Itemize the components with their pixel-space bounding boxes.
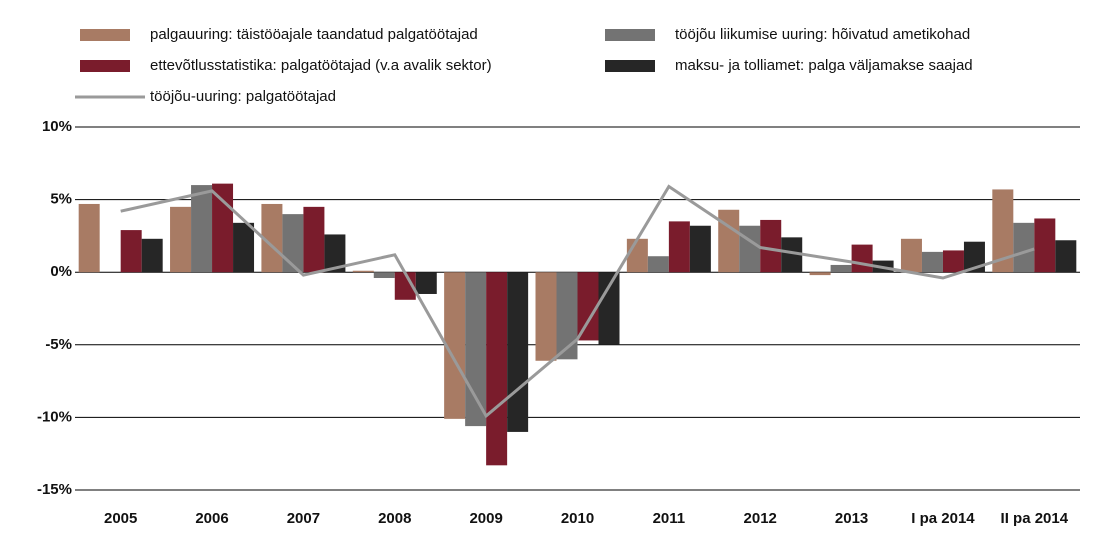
bar [992,189,1014,273]
bar [352,270,374,273]
bar [921,251,943,273]
y-tick-label: -10% [37,408,72,425]
bar [851,244,873,273]
bar [486,272,508,466]
x-tick-label: 2009 [469,510,502,527]
bar [830,264,852,273]
bar [626,238,648,273]
legend-label: ettevõtlusstatistika: palgatöötajad (v.a… [150,57,492,74]
x-tick-label: II pa 2014 [1001,510,1069,527]
bar [689,225,711,273]
bar [809,272,831,276]
bar [261,203,283,273]
legend-swatch [80,29,130,41]
bar [963,241,985,273]
x-tick-label: 2012 [744,510,777,527]
bar [191,185,213,273]
bar [1013,222,1035,273]
bar [324,234,346,273]
bar [465,272,487,427]
bar [900,238,922,273]
x-tick-label: 2010 [561,510,594,527]
bar [718,209,740,273]
bar [78,203,100,273]
bar [781,237,803,273]
bar [120,230,142,273]
x-tick-label: 2008 [378,510,411,527]
bar [739,225,761,273]
bar [212,183,234,273]
bar [170,206,192,273]
bar [507,272,529,432]
bar [394,272,416,300]
bar [647,256,669,273]
y-tick-label: 5% [50,191,72,208]
legend-swatch [605,60,655,72]
legend-swatch [605,29,655,41]
x-tick-label: 2011 [653,510,686,527]
line [120,184,1035,419]
bar [373,272,395,279]
bar [598,272,620,345]
y-tick-label: 10% [42,118,72,135]
bar [1055,240,1077,273]
bar [668,221,690,273]
x-tick-label: I pa 2014 [911,510,975,527]
bar [535,272,557,361]
bar [760,219,782,273]
bar [556,272,578,360]
x-tick-label: 2006 [195,510,228,527]
bar [1034,218,1056,273]
bar [282,214,304,273]
y-tick-label: -5% [45,336,72,353]
legend-swatch [80,60,130,72]
bar [303,206,325,273]
bar [415,272,437,294]
bar [577,272,599,341]
y-tick-label: -15% [37,481,72,498]
bar [444,272,466,419]
bar [233,222,255,273]
bar [942,250,964,273]
legend-label: tööjõu-uuring: palgatöötajad [150,88,336,105]
x-tick-label: 2005 [104,510,137,527]
legend-label: maksu- ja tolliamet: palga väljamakse sa… [675,57,973,74]
legend-label: tööjõu liikumise uuring: hõivatud ametik… [675,26,970,43]
bar [141,238,163,273]
x-tick-label: 2013 [835,510,868,527]
x-tick-label: 2007 [287,510,320,527]
legend-label: palgauuring: täistööajale taandatud palg… [150,26,478,43]
y-tick-label: 0% [50,263,72,280]
